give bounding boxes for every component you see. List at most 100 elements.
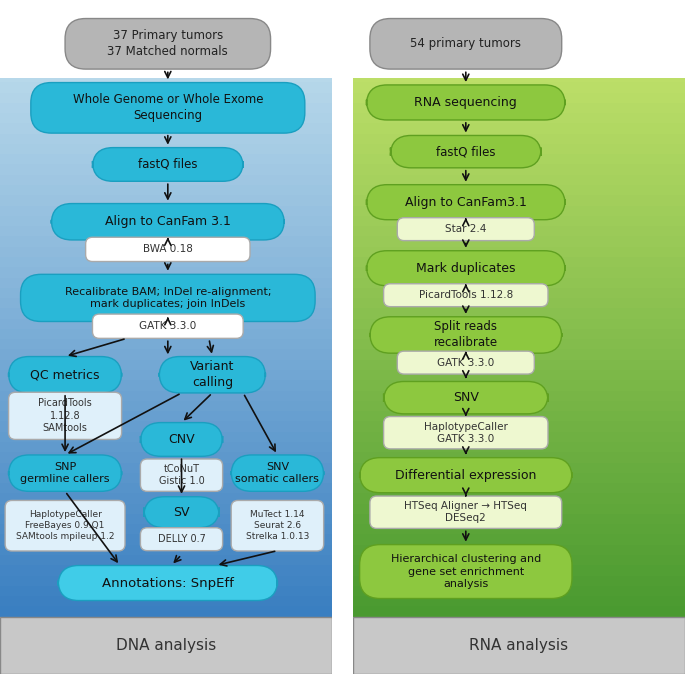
FancyBboxPatch shape	[92, 314, 243, 338]
FancyBboxPatch shape	[366, 185, 565, 220]
Bar	[353, 226, 685, 237]
Bar	[0, 462, 332, 473]
Bar	[353, 185, 685, 195]
Bar	[353, 31, 685, 41]
Bar	[0, 154, 332, 164]
Text: SNP
germline callers: SNP germline callers	[21, 462, 110, 485]
Bar	[0, 524, 332, 534]
Bar	[0, 370, 332, 380]
Bar	[353, 370, 685, 380]
Bar	[0, 175, 332, 185]
Bar	[353, 288, 685, 298]
Bar	[0, 596, 332, 607]
Bar	[353, 555, 685, 565]
Bar	[353, 360, 685, 370]
Bar	[353, 123, 685, 133]
Bar	[0, 483, 332, 493]
Text: DELLY 0.7: DELLY 0.7	[158, 534, 206, 544]
Bar	[353, 103, 685, 113]
Bar	[353, 493, 685, 503]
Bar	[0, 473, 332, 483]
Bar	[0, 164, 332, 175]
Bar	[0, 360, 332, 370]
Bar	[353, 51, 685, 62]
Bar	[0, 421, 332, 431]
Bar	[0, 92, 332, 102]
Bar	[0, 195, 332, 206]
Bar	[353, 247, 685, 257]
Bar	[353, 565, 685, 576]
Bar	[0, 62, 332, 72]
Bar	[0, 432, 332, 442]
FancyBboxPatch shape	[366, 85, 565, 120]
Bar	[353, 41, 685, 51]
Bar	[0, 309, 332, 319]
Bar	[353, 144, 685, 154]
Bar	[0, 123, 332, 133]
Bar	[353, 596, 685, 607]
FancyBboxPatch shape	[9, 392, 122, 439]
Bar	[353, 309, 685, 319]
Bar	[0, 565, 332, 576]
Text: PicardTools 1.12.8: PicardTools 1.12.8	[419, 290, 513, 300]
Bar	[0, 514, 332, 524]
Text: Annotations: SnpEff: Annotations: SnpEff	[102, 576, 234, 590]
Text: 54 primary tumors: 54 primary tumors	[410, 37, 521, 51]
Text: SNV: SNV	[453, 391, 479, 404]
Bar	[353, 421, 685, 431]
Bar	[0, 72, 332, 82]
Text: HTSeq Aligner → HTSeq
DESeq2: HTSeq Aligner → HTSeq DESeq2	[404, 501, 527, 524]
Bar	[353, 483, 685, 493]
Text: Recalibrate BAM; InDel re-alignment;
mark duplicates; join InDels: Recalibrate BAM; InDel re-alignment; mar…	[64, 286, 271, 309]
Bar	[0, 82, 332, 92]
Bar	[0, 607, 332, 617]
Bar	[353, 10, 685, 20]
FancyBboxPatch shape	[360, 545, 572, 599]
Bar	[0, 545, 332, 555]
Bar	[0, 133, 332, 144]
Bar	[0, 442, 332, 452]
Text: fastQ files: fastQ files	[436, 145, 495, 158]
FancyBboxPatch shape	[65, 18, 271, 69]
Bar	[353, 576, 685, 586]
Bar	[0, 617, 332, 674]
Bar	[0, 144, 332, 154]
Text: DNA analysis: DNA analysis	[116, 638, 216, 653]
Text: QC metrics: QC metrics	[30, 368, 100, 381]
Bar	[0, 10, 332, 20]
Bar	[353, 473, 685, 483]
Bar	[0, 493, 332, 503]
Bar	[0, 237, 332, 247]
FancyBboxPatch shape	[86, 237, 250, 262]
Text: RNA analysis: RNA analysis	[469, 638, 569, 653]
Bar	[0, 503, 332, 514]
FancyBboxPatch shape	[397, 351, 534, 374]
Bar	[353, 401, 685, 411]
Bar	[0, 216, 332, 226]
Bar	[353, 380, 685, 391]
Text: GATK 3.3.0: GATK 3.3.0	[437, 358, 495, 367]
Bar	[353, 237, 685, 247]
Bar	[332, 0, 353, 674]
Bar	[0, 555, 332, 565]
Bar	[353, 462, 685, 473]
Bar	[0, 586, 332, 596]
Bar	[353, 503, 685, 514]
Bar	[0, 113, 332, 123]
FancyBboxPatch shape	[58, 565, 277, 601]
Bar	[353, 319, 685, 329]
Bar	[353, 329, 685, 339]
Bar	[0, 0, 685, 78]
Text: Hierarchical clustering and
gene set enrichment
analysis: Hierarchical clustering and gene set enr…	[390, 554, 541, 589]
Bar	[353, 524, 685, 534]
FancyBboxPatch shape	[9, 455, 122, 491]
Bar	[0, 267, 332, 278]
Bar	[0, 206, 332, 216]
Text: CNV: CNV	[169, 433, 195, 446]
FancyBboxPatch shape	[384, 284, 548, 307]
Text: Split reads
recalibrate: Split reads recalibrate	[434, 320, 498, 350]
Bar	[353, 432, 685, 442]
FancyBboxPatch shape	[51, 204, 284, 240]
Bar	[353, 586, 685, 596]
Bar	[353, 442, 685, 452]
